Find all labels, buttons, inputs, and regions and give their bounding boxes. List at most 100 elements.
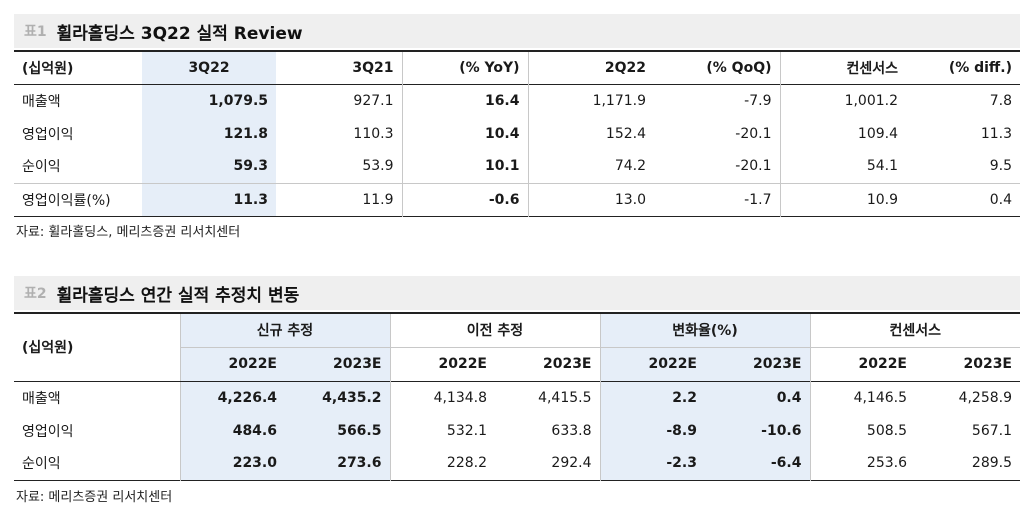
- row-label: 순이익: [22, 456, 61, 473]
- cell: -0.6: [401, 183, 528, 216]
- cell: 273.6: [285, 447, 390, 480]
- table2-group-header-row: (십억원) 신규 추정 이전 추정 변화율(%) 컨센서스: [14, 313, 1020, 382]
- year-header: 2022E: [389, 347, 495, 381]
- table2: (십억원) 신규 추정 이전 추정 변화율(%) 컨센서스 2022E 2023…: [14, 312, 1020, 481]
- table-row: 순이익 223.0 273.6 228.2 292.4 -2.3 -6.4 25…: [14, 447, 1020, 480]
- cell: 633.8: [551, 422, 592, 439]
- cell: 4,435.2: [285, 381, 390, 414]
- cell: 4,415.5: [538, 389, 592, 406]
- cell: 566.5: [285, 414, 390, 447]
- table1-header-3q22: 3Q22: [142, 51, 276, 84]
- cell: 1,079.5: [142, 84, 276, 117]
- cell: 10.4: [401, 117, 528, 150]
- table2-group-consensus: 컨센서스: [809, 313, 1020, 348]
- cell: 53.9: [362, 158, 394, 175]
- cell: 532.1: [389, 414, 495, 447]
- cell: -20.1: [735, 125, 772, 142]
- cell: 1,001.2: [779, 84, 906, 117]
- cell: 2.2: [599, 381, 705, 414]
- year-header: 2022E: [599, 347, 705, 381]
- cell: 4,134.8: [389, 381, 495, 414]
- row-label: 순이익: [22, 159, 61, 176]
- table1-header-3q21: 3Q21: [352, 59, 394, 76]
- table1-title: 휠라홀딩스 3Q22 실적 Review: [56, 23, 303, 44]
- cell: 10.1: [401, 150, 528, 183]
- cell: -20.1: [735, 158, 772, 175]
- table1-title-bar: 표1 휠라홀딩스 3Q22 실적 Review: [14, 14, 1020, 48]
- cell: 228.2: [389, 447, 495, 480]
- table2-title: 휠라홀딩스 연간 실적 추정치 변동: [56, 285, 300, 306]
- cell: -2.3: [599, 447, 705, 480]
- table2-source-note: 자료: 메리츠증권 리서치센터: [16, 490, 173, 505]
- cell: 0.4: [705, 381, 810, 414]
- table-row: 매출액 1,079.5 927.1 16.4 1,171.9 -7.9 1,00…: [14, 84, 1020, 117]
- cell: 11.9: [362, 191, 394, 208]
- cell: 484.6: [179, 414, 285, 447]
- table2-header-unit: (십억원): [14, 313, 180, 382]
- table2-group-change: 변화율(%): [599, 313, 810, 348]
- row-label: 매출액: [22, 93, 61, 110]
- cell: 152.4: [527, 117, 654, 150]
- cell: 59.3: [142, 150, 276, 183]
- table-row: 매출액 4,226.4 4,435.2 4,134.8 4,415.5 2.2 …: [14, 381, 1020, 414]
- cell: 0.4: [989, 191, 1012, 208]
- row-label: 매출액: [22, 390, 61, 407]
- year-header: 2022E: [179, 347, 285, 381]
- table2-year-header-row: 2022E 2023E 2022E 2023E 2022E 2023E 2022…: [14, 347, 1020, 381]
- cell: 121.8: [142, 117, 276, 150]
- table2-tag: 표2: [24, 286, 47, 302]
- cell: 9.5: [989, 158, 1012, 175]
- cell: 110.3: [353, 125, 394, 142]
- cell: 74.2: [527, 150, 654, 183]
- cell: 10.9: [779, 183, 906, 216]
- cell: -7.9: [744, 92, 772, 109]
- cell: 567.1: [971, 422, 1012, 439]
- cell: -10.6: [705, 414, 810, 447]
- cell: 292.4: [551, 455, 592, 472]
- cell: 13.0: [527, 183, 654, 216]
- table1: (십억원) 3Q22 3Q21 (% YoY) 2Q22 (% QoQ) 컨센서…: [14, 50, 1020, 217]
- table2-group-new: 신규 추정: [179, 313, 390, 348]
- year-header: 2023E: [963, 356, 1012, 372]
- cell: 11.3: [980, 125, 1012, 142]
- row-label: 영업이익률(%): [22, 192, 111, 209]
- cell: 11.3: [142, 183, 276, 216]
- cell: 16.4: [401, 84, 528, 117]
- cell: 54.1: [779, 150, 906, 183]
- cell: 4,146.5: [809, 381, 915, 414]
- cell: 1,171.9: [527, 84, 654, 117]
- cell: 223.0: [179, 447, 285, 480]
- table2-title-bar: 표2 휠라홀딩스 연간 실적 추정치 변동: [14, 276, 1020, 310]
- cell: 7.8: [989, 92, 1012, 109]
- cell: -6.4: [705, 447, 810, 480]
- table-row: 영업이익률(%) 11.3 11.9 -0.6 13.0 -1.7 10.9 0…: [14, 183, 1020, 216]
- cell: 508.5: [809, 414, 915, 447]
- cell: 927.1: [353, 92, 394, 109]
- cell: 289.5: [971, 455, 1012, 472]
- cell: 4,226.4: [179, 381, 285, 414]
- table1-source-note: 자료: 휠라홀딩스, 메리츠증권 리서치센터: [16, 225, 241, 240]
- cell: 4,258.9: [958, 389, 1012, 406]
- cell: 253.6: [809, 447, 915, 480]
- table1-tag: 표1: [24, 24, 47, 40]
- row-label: 영업이익: [22, 126, 74, 143]
- table-row: 순이익 59.3 53.9 10.1 74.2 -20.1 54.1 9.5: [14, 150, 1020, 183]
- year-header: 2022E: [809, 347, 915, 381]
- year-header: 2023E: [542, 356, 592, 372]
- year-header: 2023E: [705, 347, 810, 381]
- table-row: 영업이익 484.6 566.5 532.1 633.8 -8.9 -10.6 …: [14, 414, 1020, 447]
- table2-group-prev: 이전 추정: [389, 313, 600, 348]
- row-label: 영업이익: [22, 423, 74, 440]
- table1-header-diff: (% diff.): [948, 59, 1012, 76]
- cell: -1.7: [744, 191, 772, 208]
- cell: -8.9: [599, 414, 705, 447]
- table1-header-qoq: (% QoQ): [706, 59, 772, 76]
- table1-header-yoy: (% YoY): [401, 51, 528, 84]
- year-header: 2023E: [285, 347, 390, 381]
- table1-header-unit: (십억원): [22, 60, 74, 77]
- table1-header-consensus: 컨센서스: [779, 51, 906, 84]
- table1-header-row: (십억원) 3Q22 3Q21 (% YoY) 2Q22 (% QoQ) 컨센서…: [14, 51, 1020, 84]
- table1-header-2q22: 2Q22: [527, 51, 654, 84]
- table-row: 영업이익 121.8 110.3 10.4 152.4 -20.1 109.4 …: [14, 117, 1020, 150]
- cell: 109.4: [779, 117, 906, 150]
